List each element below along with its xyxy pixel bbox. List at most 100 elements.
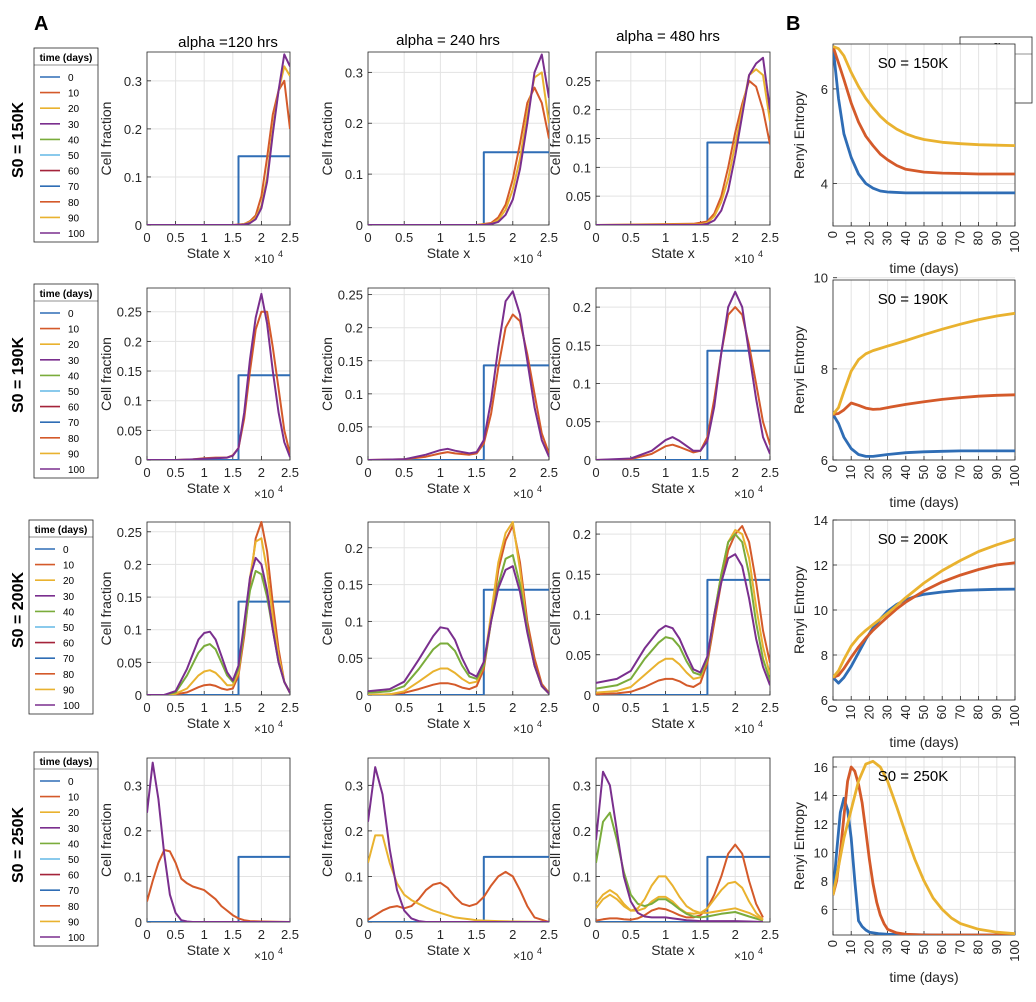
series-line-0 bbox=[368, 364, 549, 460]
x-tick-label: 0 bbox=[825, 231, 840, 238]
x-tick-label: 60 bbox=[934, 940, 949, 954]
series-line-120 bbox=[833, 413, 1015, 458]
x-tick-label: 90 bbox=[989, 705, 1004, 719]
cell-fraction-plot-A-r4-c3: 0 0.5 1 1.5 2 2.5 0 0.1 0.2 0.3 State x ×10 4 Cell fr… bbox=[547, 757, 779, 963]
time-legend-row-4: time (days) 0 10 20 30 40 50 60 70 80 90 100 bbox=[33, 751, 99, 947]
x-tick-label: 1 bbox=[437, 700, 444, 715]
x-tick-label: 0 bbox=[592, 465, 599, 480]
panel-label-b: B bbox=[786, 13, 800, 35]
legend-label-100: 100 bbox=[68, 933, 85, 944]
y-tick-label: 14 bbox=[814, 788, 828, 803]
y-tick-label: 0.1 bbox=[345, 167, 363, 182]
x-tick-label: 2 bbox=[732, 465, 739, 480]
plot-area bbox=[596, 522, 770, 695]
y-axis-label: Renyi Entropy bbox=[791, 326, 807, 414]
series-line-100 bbox=[368, 565, 549, 695]
y-tick-label: 0.05 bbox=[566, 415, 591, 430]
y-tick-label: 0 bbox=[135, 688, 142, 703]
x-tick-label: 20 bbox=[861, 465, 876, 479]
x-tick-label: 2 bbox=[258, 700, 265, 715]
y-tick-label: 0.2 bbox=[573, 103, 591, 118]
time-legend-row-2: time (days) 0 10 20 30 40 50 60 70 80 90 100 bbox=[33, 283, 99, 479]
x-exponent: ×10 bbox=[734, 949, 755, 963]
legend-title: time (days) bbox=[40, 53, 93, 64]
legend-label-40: 40 bbox=[68, 839, 80, 850]
x-tick-label: 2.5 bbox=[281, 700, 299, 715]
legend-label-30: 30 bbox=[68, 356, 80, 367]
series-line-10 bbox=[596, 525, 770, 695]
x-tick-label: 0 bbox=[143, 700, 150, 715]
x-tick-label: 2 bbox=[258, 230, 265, 245]
x-tick-label: 40 bbox=[898, 705, 913, 719]
x-tick-label: 0 bbox=[364, 700, 371, 715]
y-tick-label: 0 bbox=[135, 915, 142, 930]
x-tick-label: 70 bbox=[952, 705, 967, 719]
legend-label-0: 0 bbox=[68, 309, 74, 320]
series-line-20 bbox=[147, 537, 290, 695]
y-tick-label: 0.1 bbox=[124, 170, 142, 185]
x-exponent: ×10 bbox=[254, 487, 275, 501]
y-axis-label: Cell fraction bbox=[98, 337, 114, 411]
legend-label-10: 10 bbox=[63, 561, 75, 572]
cell-fraction-plot-A-r3-c2: 0 0.5 1 1.5 2 2.5 0 0.05 0.1 0.15 0.2 State x ×10 4 Ce… bbox=[319, 521, 558, 736]
x-tick-label: 30 bbox=[880, 231, 895, 245]
legend-title: time (days) bbox=[40, 289, 93, 300]
series-line-480 bbox=[833, 311, 1015, 416]
legend-label-90: 90 bbox=[68, 213, 80, 224]
legend-box bbox=[28, 519, 94, 715]
legend-label-20: 20 bbox=[68, 340, 80, 351]
x-axis-label: State x bbox=[187, 942, 231, 958]
series-line-0 bbox=[147, 600, 290, 695]
x-tick-label: 0 bbox=[364, 465, 371, 480]
y-tick-label: 14 bbox=[814, 513, 828, 528]
legend-label-20: 20 bbox=[68, 808, 80, 819]
x-tick-label: 2 bbox=[509, 927, 516, 942]
plot-area bbox=[368, 758, 549, 922]
y-tick-label: 6 bbox=[821, 453, 828, 468]
series-line-90 bbox=[596, 875, 764, 921]
x-tick-label: 10 bbox=[843, 231, 858, 245]
legend-label-20: 20 bbox=[63, 576, 75, 587]
x-tick-label: 0 bbox=[592, 700, 599, 715]
legend-label-100: 100 bbox=[63, 701, 80, 712]
legend-label-80: 80 bbox=[68, 198, 80, 209]
series-line-10 bbox=[368, 313, 549, 460]
x-tick-label: 1 bbox=[201, 230, 208, 245]
row-label-1: S0 = 150K bbox=[10, 102, 27, 179]
x-exponent: ×10 bbox=[254, 252, 275, 266]
y-tick-label: 0.15 bbox=[338, 354, 363, 369]
x-tick-label: 2.5 bbox=[540, 230, 558, 245]
x-axis-label: State x bbox=[427, 942, 471, 958]
series-line-40 bbox=[596, 533, 770, 690]
legend-box bbox=[33, 751, 99, 947]
x-tick-label: 2.5 bbox=[761, 700, 779, 715]
x-tick-label: 0 bbox=[592, 230, 599, 245]
y-axis-label: Cell fraction bbox=[547, 337, 563, 411]
x-tick-label: 1 bbox=[201, 927, 208, 942]
cell-fraction-plot-A-r4-c1: 0 0.5 1 1.5 2 2.5 0 0.1 0.2 0.3 State x ×10 4 Cell fr… bbox=[98, 757, 299, 963]
legend-label-80: 80 bbox=[68, 434, 80, 445]
x-tick-label: 1 bbox=[437, 230, 444, 245]
x-tick-label: 1.5 bbox=[468, 465, 486, 480]
x-exponent: ×10 bbox=[734, 487, 755, 501]
x-tick-label: 0 bbox=[143, 927, 150, 942]
y-axis-label: Cell fraction bbox=[319, 803, 335, 877]
row-label-3: S0 = 200K bbox=[10, 572, 27, 649]
y-axis-label: Cell fraction bbox=[547, 803, 563, 877]
row-label-4: S0 = 250K bbox=[10, 807, 27, 884]
y-tick-label: 0.05 bbox=[338, 420, 363, 435]
series-line-100 bbox=[147, 292, 290, 460]
y-tick-label: 0.1 bbox=[573, 869, 591, 884]
x-tick-label: 80 bbox=[971, 465, 986, 479]
y-tick-label: 0 bbox=[584, 453, 591, 468]
x-tick-label: 100 bbox=[1007, 705, 1022, 727]
legend-label-0: 0 bbox=[63, 545, 69, 556]
y-tick-label: 0.2 bbox=[573, 527, 591, 542]
legend-label-10: 10 bbox=[68, 89, 80, 100]
x-tick-label: 2 bbox=[732, 230, 739, 245]
y-tick-label: 0.2 bbox=[345, 116, 363, 131]
x-tick-label: 1.5 bbox=[224, 700, 242, 715]
series-line-20 bbox=[596, 68, 770, 225]
x-tick-label: 1.5 bbox=[691, 927, 709, 942]
